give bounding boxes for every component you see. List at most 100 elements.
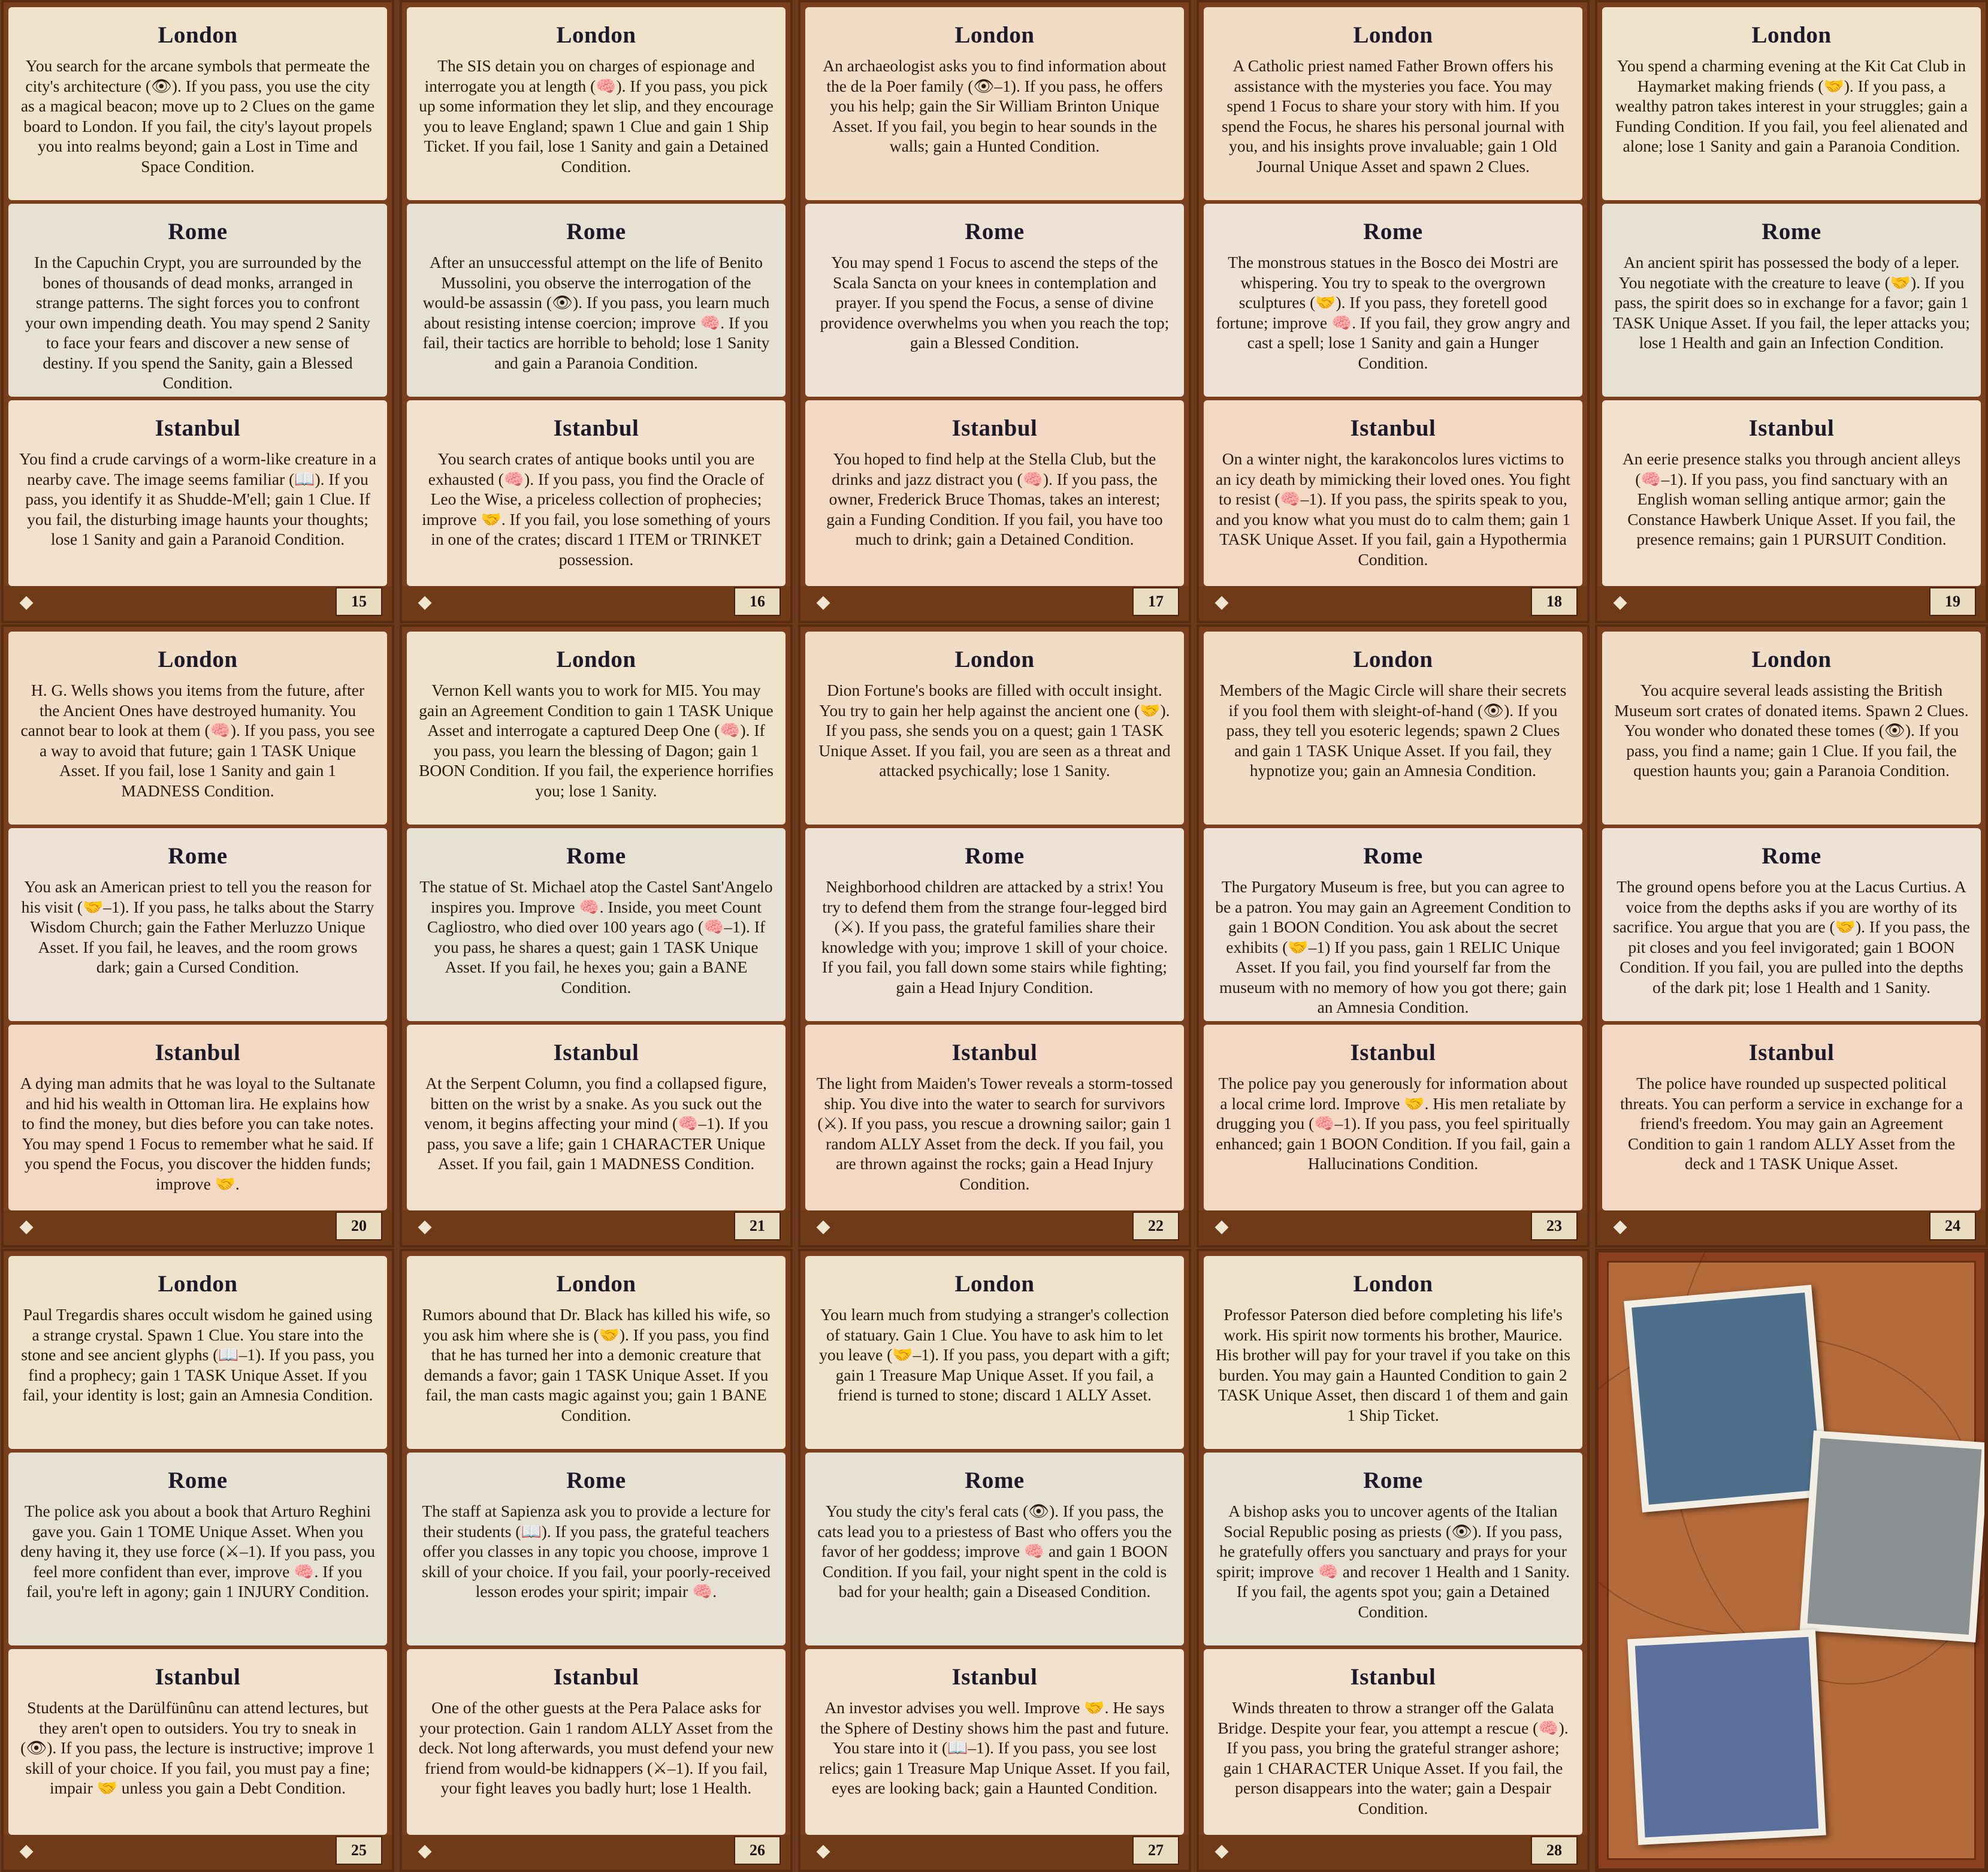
- card-number: 25: [336, 1836, 382, 1865]
- section-title: Rome: [1762, 219, 1821, 244]
- card-footer: ◆ 20: [4, 1210, 392, 1245]
- encounter-section-rome: Rome You ask an American priest to tell y…: [8, 828, 387, 1021]
- encounter-section-istanbul: Istanbul One of the other guests at the P…: [407, 1649, 785, 1835]
- encounter-card[interactable]: London You spend a charming evening at th…: [1595, 0, 1988, 623]
- encounter-section-london: London You search for the arcane symbols …: [8, 7, 387, 200]
- section-title: Rome: [566, 219, 626, 244]
- card-number: 28: [1531, 1836, 1578, 1865]
- card-footer: ◆ 23: [1199, 1210, 1587, 1245]
- encounter-section-london: London H. G. Wells shows you items from t…: [8, 632, 387, 825]
- section-text: The SIS detain you on charges of espiona…: [419, 56, 774, 176]
- encounter-section-london: London You learn much from studying a str…: [805, 1256, 1184, 1449]
- card-footer: ◆ 26: [402, 1835, 790, 1870]
- encounter-card[interactable]: London The SIS detain you on charges of e…: [400, 0, 793, 623]
- encounter-section-istanbul: Istanbul The police pay you generously fo…: [1204, 1025, 1582, 1210]
- section-title: London: [158, 22, 238, 48]
- section-text: A dying man admits that he was loyal to …: [20, 1074, 376, 1193]
- encounter-section-rome: Rome A bishop asks you to uncover agents …: [1204, 1453, 1582, 1645]
- section-text: On a winter night, the karakoncolos lure…: [1216, 449, 1570, 569]
- encounter-card[interactable]: London You search for the arcane symbols …: [1, 0, 394, 623]
- encounter-section-london: London Vernon Kell wants you to work for …: [407, 632, 785, 825]
- card-back-map: [1599, 1252, 1984, 1860]
- card-number: 18: [1531, 587, 1578, 616]
- section-text: Students at the Darülfünûnu can attend l…: [20, 1698, 375, 1797]
- section-text: In the Capuchin Crypt, you are surrounde…: [25, 253, 370, 392]
- encounter-card[interactable]: London A Catholic priest named Father Bro…: [1197, 0, 1590, 623]
- encounter-card[interactable]: London You acquire several leads assistin…: [1595, 624, 1988, 1248]
- section-title: Rome: [965, 843, 1025, 869]
- expansion-icon: ◆: [816, 592, 830, 612]
- encounter-section-london: London Dion Fortune's books are filled wi…: [805, 632, 1184, 825]
- section-title: Rome: [1762, 843, 1821, 869]
- encounter-section-london: London An archaeologist asks you to find …: [805, 7, 1184, 200]
- section-text: You find a crude carvings of a worm-like…: [19, 449, 376, 548]
- expansion-icon: ◆: [418, 592, 432, 612]
- section-title: Istanbul: [1350, 1040, 1436, 1065]
- section-title: Istanbul: [155, 1664, 241, 1690]
- expansion-icon: ◆: [418, 1216, 432, 1236]
- section-title: Istanbul: [553, 1664, 639, 1690]
- encounter-card[interactable]: London Dion Fortune's books are filled wi…: [798, 624, 1191, 1248]
- encounter-section-rome: Rome Neighborhood children are attacked b…: [805, 828, 1184, 1021]
- section-title: Rome: [566, 1468, 626, 1493]
- card-footer: ◆ 19: [1597, 586, 1986, 621]
- section-text: Dion Fortune's books are filled with occ…: [818, 681, 1171, 780]
- section-text: You study the city's feral cats (👁). If …: [817, 1502, 1172, 1601]
- encounter-card[interactable]: London H. G. Wells shows you items from t…: [1, 624, 394, 1248]
- encounter-section-istanbul: Istanbul An eerie presence stalks you thr…: [1602, 400, 1981, 586]
- encounter-card[interactable]: London You learn much from studying a str…: [798, 1249, 1191, 1872]
- encounter-section-london: London Rumors abound that Dr. Black has k…: [407, 1256, 785, 1449]
- section-text: The Purgatory Museum is free, but you ca…: [1215, 877, 1571, 1016]
- card-footer: ◆ 24: [1597, 1210, 1986, 1245]
- section-title: London: [1353, 647, 1433, 672]
- card-number: 20: [336, 1212, 382, 1240]
- section-text: The staff at Sapienza ask you to provide…: [422, 1502, 771, 1601]
- section-title: Istanbul: [951, 1040, 1038, 1065]
- section-text: The police ask you about a book that Art…: [20, 1502, 376, 1601]
- section-title: London: [158, 1271, 238, 1297]
- section-title: Istanbul: [951, 1664, 1038, 1690]
- encounter-card[interactable]: London Paul Tregardis shares occult wisdo…: [1, 1249, 394, 1872]
- encounter-section-istanbul: Istanbul An investor advises you well. Im…: [805, 1649, 1184, 1835]
- card-footer: ◆ 18: [1199, 586, 1587, 621]
- encounter-section-london: London Members of the Magic Circle will s…: [1204, 632, 1582, 825]
- section-text: One of the other guests at the Pera Pala…: [418, 1698, 774, 1797]
- expansion-icon: ◆: [1214, 592, 1229, 612]
- encounter-section-istanbul: Istanbul The light from Maiden's Tower re…: [805, 1025, 1184, 1210]
- section-title: Rome: [1363, 219, 1423, 244]
- encounter-card[interactable]: London An archaeologist asks you to find …: [798, 0, 1191, 623]
- encounter-section-rome: Rome You study the city's feral cats (👁).…: [805, 1453, 1184, 1645]
- expansion-icon: ◆: [1613, 592, 1627, 612]
- expansion-icon: ◆: [1214, 1216, 1229, 1236]
- encounter-card[interactable]: London Professor Paterson died before com…: [1197, 1249, 1590, 1872]
- card-footer: ◆ 27: [800, 1835, 1189, 1870]
- encounter-section-istanbul: Istanbul At the Serpent Column, you find …: [407, 1025, 785, 1210]
- encounter-card[interactable]: London Rumors abound that Dr. Black has k…: [400, 1249, 793, 1872]
- encounter-section-istanbul: Istanbul The police have rounded up suspe…: [1602, 1025, 1981, 1210]
- encounter-section-london: London Professor Paterson died before com…: [1204, 1256, 1582, 1449]
- section-text: Vernon Kell wants you to work for MI5. Y…: [419, 681, 774, 800]
- section-text: Members of the Magic Circle will share t…: [1219, 681, 1567, 780]
- section-text: An investor advises you well. Improve 🤝.…: [819, 1698, 1170, 1797]
- card-number: 23: [1531, 1212, 1578, 1240]
- section-title: Istanbul: [1748, 1040, 1835, 1065]
- card-number: 26: [734, 1836, 781, 1865]
- card-number: 22: [1132, 1212, 1179, 1240]
- encounter-card[interactable]: London Members of the Magic Circle will s…: [1197, 624, 1590, 1248]
- section-title: Rome: [1363, 1468, 1423, 1493]
- section-text: You search crates of antique books until…: [422, 449, 771, 569]
- section-title: London: [556, 1271, 636, 1297]
- section-title: Rome: [1363, 843, 1423, 869]
- section-title: Istanbul: [155, 415, 241, 441]
- section-text: A Catholic priest named Father Brown off…: [1221, 56, 1565, 176]
- section-title: London: [1751, 647, 1832, 672]
- encounter-section-london: London You spend a charming evening at th…: [1602, 7, 1981, 200]
- expansion-icon: ◆: [816, 1841, 830, 1861]
- encounter-section-london: London The SIS detain you on charges of e…: [407, 7, 785, 200]
- encounter-card[interactable]: London Vernon Kell wants you to work for …: [400, 624, 793, 1248]
- section-text: The ground opens before you at the Lacus…: [1613, 877, 1970, 997]
- encounter-section-istanbul: Istanbul Winds threaten to throw a strang…: [1204, 1649, 1582, 1835]
- expansion-icon: ◆: [19, 592, 34, 612]
- encounter-section-rome: Rome The police ask you about a book that…: [8, 1453, 387, 1645]
- encounter-section-rome: Rome The ground opens before you at the L…: [1602, 828, 1981, 1021]
